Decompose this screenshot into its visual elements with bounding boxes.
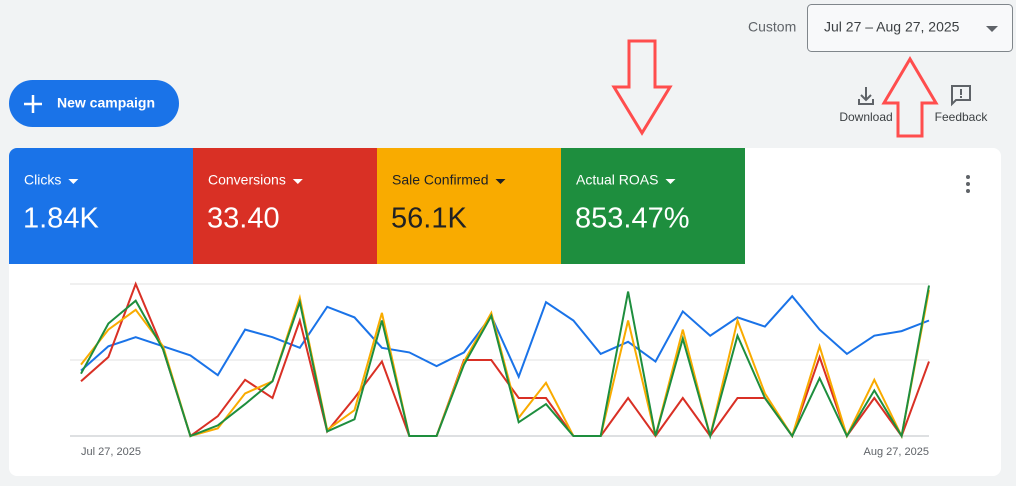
metric-dropdown-caret: [665, 179, 676, 184]
more-menu[interactable]: [966, 175, 970, 193]
download-icon[interactable]: [858, 87, 874, 105]
metric-tile[interactable]: [561, 148, 745, 264]
metric-name: Actual ROAS: [576, 172, 658, 188]
x-tick-label: Aug 27, 2025: [864, 446, 929, 458]
metric-dropdown-caret: [495, 179, 506, 184]
annotation-arrow-down: [611, 39, 673, 136]
series-line: [80, 285, 930, 440]
x-tick-label: Jul 27, 2025: [81, 446, 141, 458]
dropdown-caret: [986, 26, 998, 32]
metric-total: 853.47%: [575, 203, 690, 235]
metric-dropdown-caret: [68, 179, 79, 184]
plus-icon: [24, 95, 42, 113]
new-campaign-button[interactable]: [9, 80, 179, 127]
metric-dropdown-caret: [292, 179, 303, 184]
series-line: [80, 294, 930, 380]
download-label[interactable]: Download: [839, 110, 892, 124]
metric-tile[interactable]: [9, 148, 193, 264]
annotation-arrow-up: [881, 56, 939, 138]
metric-total: 56.1K: [391, 203, 467, 235]
metric-name: Sale Confirmed: [392, 172, 489, 188]
feedback-icon[interactable]: [951, 85, 971, 107]
date-range-label: Custom: [748, 19, 796, 35]
new-campaign-label[interactable]: New campaign: [57, 95, 155, 111]
date-range[interactable]: Jul 27 – Aug 27, 2025: [824, 19, 960, 35]
feedback-label[interactable]: Feedback: [935, 110, 989, 124]
metric-total: 33.40: [207, 203, 280, 235]
date-range-picker[interactable]: [807, 4, 1013, 52]
metric-name: Clicks: [24, 172, 61, 188]
metric-name: Conversions: [208, 172, 286, 188]
metric-tile[interactable]: [193, 148, 377, 264]
metric-total: 1.84K: [23, 203, 99, 235]
metric-tile[interactable]: [377, 148, 561, 264]
